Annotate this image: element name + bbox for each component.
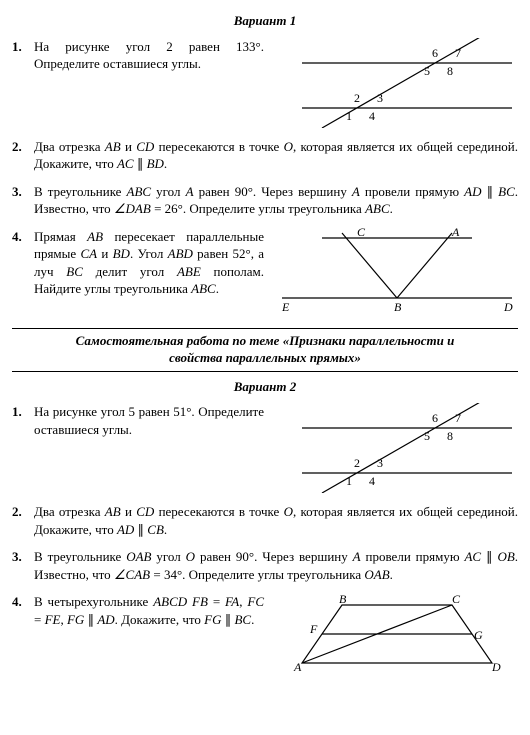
svg-text:B: B <box>394 300 402 314</box>
variant2-header: Вариант 2 <box>12 378 518 396</box>
svg-text:7: 7 <box>455 46 461 60</box>
problem-text: Два отрезка AB и CD пересекаются в точке… <box>34 503 518 538</box>
svg-text:8: 8 <box>447 64 453 78</box>
svg-text:D: D <box>503 300 513 314</box>
svg-text:5: 5 <box>424 64 430 78</box>
v2-problem-4: 4. В четырехугольнике ABCD FB = FA, FC =… <box>12 593 518 673</box>
problem-text: В четырехугольнике ABCD FB = FA, FC = FE… <box>34 593 272 628</box>
v1-problem-3: 3. В треугольнике ABC угол A равен 90°. … <box>12 183 518 218</box>
svg-text:A: A <box>293 660 302 673</box>
v2-figure-1: 6 7 5 8 2 3 1 4 <box>272 403 522 493</box>
svg-text:6: 6 <box>432 411 438 425</box>
problem-text: Два отрезка AB и CD пересекаются в точке… <box>34 138 518 173</box>
problem-number: 2. <box>12 503 30 521</box>
svg-text:3: 3 <box>377 91 383 105</box>
svg-text:2: 2 <box>354 456 360 470</box>
svg-text:B: B <box>339 593 347 606</box>
problem-text: Прямая AB пересекает параллельные прямые… <box>34 228 272 298</box>
svg-text:G: G <box>474 628 483 642</box>
svg-text:4: 4 <box>369 109 375 123</box>
svg-text:7: 7 <box>455 411 461 425</box>
v2-problem-1: 1. На рисунке угол 5 равен 51°. Определи… <box>12 403 518 493</box>
problem-number: 4. <box>12 593 30 611</box>
problem-text: В треугольнике OAB угол O равен 90°. Чер… <box>34 548 518 583</box>
variant1-header: Вариант 1 <box>12 12 518 30</box>
v1-problem-2: 2. Два отрезка AB и CD пересекаются в то… <box>12 138 518 173</box>
svg-text:2: 2 <box>354 91 360 105</box>
work-title: Самостоятельная работа по теме «Признаки… <box>12 328 518 372</box>
problem-number: 2. <box>12 138 30 156</box>
svg-text:5: 5 <box>424 429 430 443</box>
v1-problem-4: 4. Прямая AB пересекает параллельные пря… <box>12 228 518 318</box>
v1-problem-1: 1. На рисунке угол 2 равен 133°. Определ… <box>12 38 518 128</box>
svg-text:C: C <box>357 228 366 239</box>
problem-text: На рисунке угол 2 равен 133°. Определите… <box>34 38 272 73</box>
svg-text:D: D <box>491 660 501 673</box>
svg-text:4: 4 <box>369 474 375 488</box>
problem-text: На рисунке угол 5 равен 51°. Определите … <box>34 403 272 438</box>
svg-text:3: 3 <box>377 456 383 470</box>
svg-text:1: 1 <box>346 474 352 488</box>
problem-number: 1. <box>12 38 30 56</box>
problem-number: 3. <box>12 548 30 566</box>
problem-number: 1. <box>12 403 30 421</box>
v2-figure-4: B C F G A D <box>272 593 522 673</box>
v2-problem-3: 3. В треугольнике OAB угол O равен 90°. … <box>12 548 518 583</box>
svg-text:E: E <box>281 300 290 314</box>
svg-text:6: 6 <box>432 46 438 60</box>
problem-number: 3. <box>12 183 30 201</box>
svg-text:8: 8 <box>447 429 453 443</box>
v1-figure-4: C A E B D <box>272 228 522 318</box>
svg-text:1: 1 <box>346 109 352 123</box>
svg-text:A: A <box>451 228 460 239</box>
v1-figure-1: 6 7 5 8 2 3 1 4 <box>272 38 522 128</box>
problem-text: В треугольнике ABC угол A равен 90°. Чер… <box>34 183 518 218</box>
svg-text:C: C <box>452 593 461 606</box>
svg-text:F: F <box>309 622 318 636</box>
v2-problem-2: 2. Два отрезка AB и CD пересекаются в то… <box>12 503 518 538</box>
problem-number: 4. <box>12 228 30 246</box>
